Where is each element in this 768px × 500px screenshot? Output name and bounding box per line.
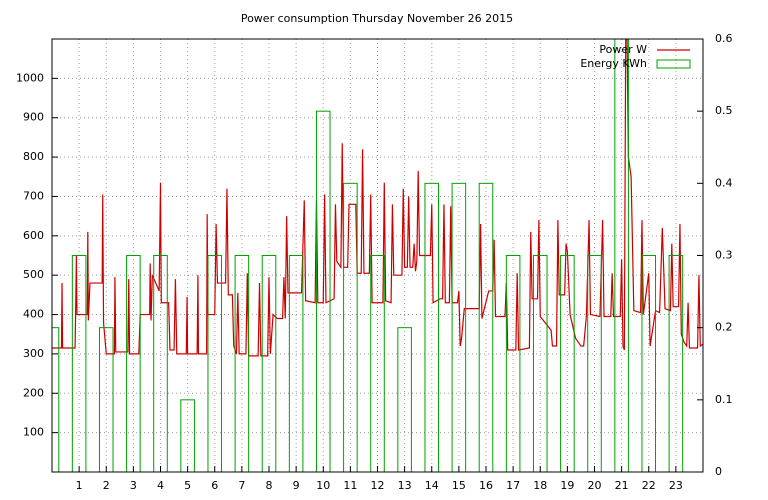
- power-line: [52, 39, 703, 357]
- x-tick-label: 1: [76, 479, 83, 492]
- energy-box: [587, 255, 602, 472]
- x-tick-label: 14: [425, 479, 439, 492]
- x-tick-label: 2: [103, 479, 110, 492]
- y2-tick-label: 0: [715, 465, 722, 478]
- x-tick-label: 17: [506, 479, 520, 492]
- x-tick-label: 20: [588, 479, 602, 492]
- x-tick-label: 3: [130, 479, 137, 492]
- energy-box: [532, 255, 548, 472]
- x-tick-label: 19: [560, 479, 574, 492]
- y-tick-label: 700: [23, 189, 44, 202]
- x-tick-label: 13: [398, 479, 412, 492]
- x-tick-label: 16: [479, 479, 493, 492]
- energy-box: [153, 255, 168, 472]
- x-tick-label: 12: [371, 479, 385, 492]
- legend-label: Energy KWh: [580, 57, 647, 70]
- energy-box: [614, 39, 629, 472]
- energy-box: [207, 255, 223, 472]
- energy-box: [261, 255, 277, 472]
- y-tick-label: 1000: [16, 71, 44, 84]
- energy-box: [126, 255, 141, 472]
- axis-labels: 1 2 3 4 5 6 7 8 9 10 11 12 13 14 15 16 17 18 19 20 21 22 23100…: [16, 32, 733, 492]
- x-tick-label: 5: [184, 479, 191, 492]
- y2-tick-label: 0.5: [715, 104, 733, 117]
- energy-box: [370, 255, 385, 472]
- y2-tick-label: 0.3: [715, 249, 733, 262]
- y-tick-label: 200: [23, 386, 44, 399]
- energy-box: [234, 255, 250, 472]
- x-tick-label: 10: [316, 479, 330, 492]
- energy-box: [315, 110, 331, 472]
- y2-tick-label: 0.2: [715, 321, 733, 334]
- energy-box: [180, 399, 195, 472]
- energy-box: [71, 255, 87, 472]
- legend-label: Power W: [599, 43, 647, 56]
- energy-box: [288, 255, 304, 472]
- x-tick-label: 15: [452, 479, 466, 492]
- x-tick-label: 11: [343, 479, 357, 492]
- energy-box: [641, 255, 657, 472]
- energy-box: [505, 255, 521, 472]
- x-tick-label: 7: [238, 479, 245, 492]
- y2-tick-label: 0.4: [715, 176, 733, 189]
- x-tick-label: 23: [669, 479, 683, 492]
- x-tick-label: 6: [211, 479, 218, 492]
- plot-area: [52, 39, 703, 472]
- y-tick-label: 600: [23, 229, 44, 242]
- y2-tick-label: 0.1: [715, 393, 733, 406]
- energy-box: [52, 327, 60, 472]
- energy-box: [560, 255, 575, 472]
- chart-title: Power consumption Thursday November 26 2…: [241, 12, 513, 25]
- y-tick-label: 800: [23, 150, 44, 163]
- y-tick-label: 400: [23, 308, 44, 321]
- x-tick-label: 8: [266, 479, 273, 492]
- y-tick-label: 500: [23, 268, 44, 281]
- x-tick-label: 18: [533, 479, 547, 492]
- y-tick-label: 100: [23, 426, 44, 439]
- legend-swatch: [656, 59, 691, 69]
- y-tick-label: 300: [23, 347, 44, 360]
- x-tick-label: 9: [293, 479, 300, 492]
- energy-box: [668, 255, 684, 472]
- x-tick-label: 4: [157, 479, 164, 492]
- x-tick-label: 22: [642, 479, 656, 492]
- x-tick-label: 21: [615, 479, 629, 492]
- y2-tick-label: 0.6: [715, 32, 733, 45]
- y-tick-label: 900: [23, 111, 44, 124]
